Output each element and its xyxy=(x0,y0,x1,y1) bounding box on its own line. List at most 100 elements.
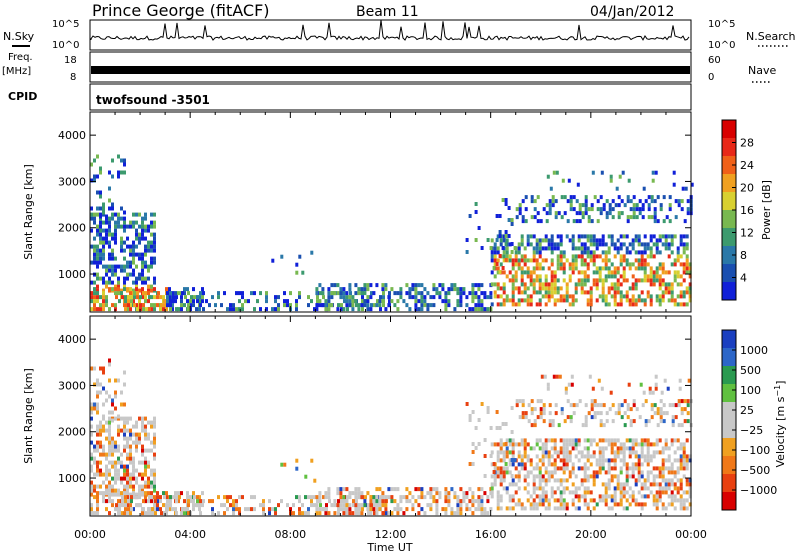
heatmap-cell xyxy=(581,211,585,216)
heatmap-cell xyxy=(340,499,343,504)
heatmap-cell xyxy=(295,307,298,312)
heatmap-cell xyxy=(271,507,274,512)
heatmap-cell xyxy=(126,440,129,445)
heatmap-cell xyxy=(682,450,686,455)
heatmap-cell xyxy=(502,238,506,243)
heatmap-cell xyxy=(679,466,683,471)
heatmap-cell xyxy=(345,487,349,492)
heatmap-cell xyxy=(138,232,141,237)
heatmap-cell xyxy=(498,230,502,234)
heatmap-cell xyxy=(628,286,632,291)
heatmap-cell xyxy=(480,299,484,304)
heatmap-cell xyxy=(539,407,543,412)
heatmap-cell xyxy=(520,238,524,243)
heatmap-cell xyxy=(586,438,590,443)
heatmap-cell xyxy=(136,295,139,300)
heatmap-cell xyxy=(199,303,202,308)
heatmap-cell xyxy=(133,303,136,308)
heatmap-cell xyxy=(547,498,551,503)
heatmap-cell xyxy=(565,298,569,303)
heatmap-cell xyxy=(626,403,630,408)
heatmap-cell xyxy=(595,298,599,303)
heatmap-cell xyxy=(544,246,548,251)
heatmap-cell xyxy=(147,464,150,469)
heatmap-cell xyxy=(150,472,153,477)
heatmap-cell xyxy=(423,511,427,516)
heatmap-cell xyxy=(664,438,668,443)
heatmap-cell xyxy=(90,480,93,485)
heatmap-cell xyxy=(301,511,304,516)
colorbar-tick-label: −1000 xyxy=(740,484,777,497)
heatmap-cell xyxy=(117,280,120,285)
heatmap-cell xyxy=(501,198,505,202)
heatmap-cell xyxy=(483,474,487,478)
heatmap-cell xyxy=(529,494,533,499)
heatmap-cell xyxy=(554,215,558,220)
heatmap-cell xyxy=(688,454,692,459)
heatmap-cell xyxy=(324,307,328,312)
heatmap-cell xyxy=(435,287,439,292)
heatmap-cell xyxy=(150,264,153,269)
heatmap-cell xyxy=(617,407,621,412)
heatmap-cell xyxy=(592,242,596,247)
heatmap-cell xyxy=(682,290,686,295)
heatmap-cell xyxy=(93,299,96,304)
heatmap-cell xyxy=(96,511,99,516)
heatmap-cell xyxy=(613,270,617,275)
heatmap-cell xyxy=(336,307,340,312)
heatmap-cell xyxy=(568,442,572,447)
heatmap-cell xyxy=(102,202,105,207)
heatmap-cell xyxy=(340,303,343,308)
heatmap-cell xyxy=(547,450,551,455)
heatmap-cell xyxy=(96,444,99,449)
heatmap-cell xyxy=(680,207,684,212)
heatmap-cell xyxy=(307,303,310,308)
heatmap-cell xyxy=(504,442,508,446)
heatmap-cell xyxy=(646,262,650,267)
heatmap-cell xyxy=(480,283,484,288)
heatmap-cell xyxy=(192,491,195,496)
heatmap-cell xyxy=(644,419,648,424)
heatmap-cell xyxy=(604,278,608,283)
heatmap-cell xyxy=(538,254,542,259)
heatmap-cell xyxy=(348,299,352,304)
heatmap-cell xyxy=(141,268,144,273)
heatmap-cell xyxy=(538,302,542,307)
heatmap-cell xyxy=(634,502,638,507)
heatmap-cell xyxy=(505,450,509,455)
heatmap-cell xyxy=(535,506,539,511)
heatmap-cell xyxy=(610,438,614,443)
heatmap-cell xyxy=(577,498,581,503)
heatmap-cell xyxy=(526,242,530,247)
heatmap-cell xyxy=(144,464,147,469)
heatmap-cell xyxy=(520,442,524,447)
heatmap-cell xyxy=(369,511,373,516)
heatmap-cell xyxy=(677,403,681,408)
heatmap-cell xyxy=(144,432,147,437)
heatmap-cell xyxy=(589,498,593,503)
heatmap-cell xyxy=(578,219,582,224)
date-label: 04/Jan/2012 xyxy=(590,4,674,20)
heatmap-cell xyxy=(685,254,689,259)
heatmap-cell xyxy=(277,503,280,508)
colorbar-segment xyxy=(722,438,736,457)
heatmap-cell xyxy=(130,295,133,300)
heatmap-cell xyxy=(141,224,144,229)
heatmap-cell xyxy=(661,458,665,463)
heatmap-cell xyxy=(514,490,518,495)
heatmap-cell xyxy=(578,203,582,208)
heatmap-cell xyxy=(462,287,466,292)
heatmap-cell xyxy=(514,274,518,279)
heatmap-cell xyxy=(148,295,151,300)
heatmap-cell xyxy=(575,403,579,408)
heatmap-cell xyxy=(459,299,463,304)
heatmap-cell xyxy=(524,411,528,416)
heatmap-cell xyxy=(680,423,684,428)
heatmap-cell xyxy=(468,418,472,422)
heatmap-cell xyxy=(544,466,548,471)
heatmap-cell xyxy=(348,283,352,288)
heatmap-cell xyxy=(123,280,126,285)
heatmap-cell xyxy=(686,207,690,212)
heatmap-cell xyxy=(357,495,361,500)
heatmap-cell xyxy=(670,250,674,255)
